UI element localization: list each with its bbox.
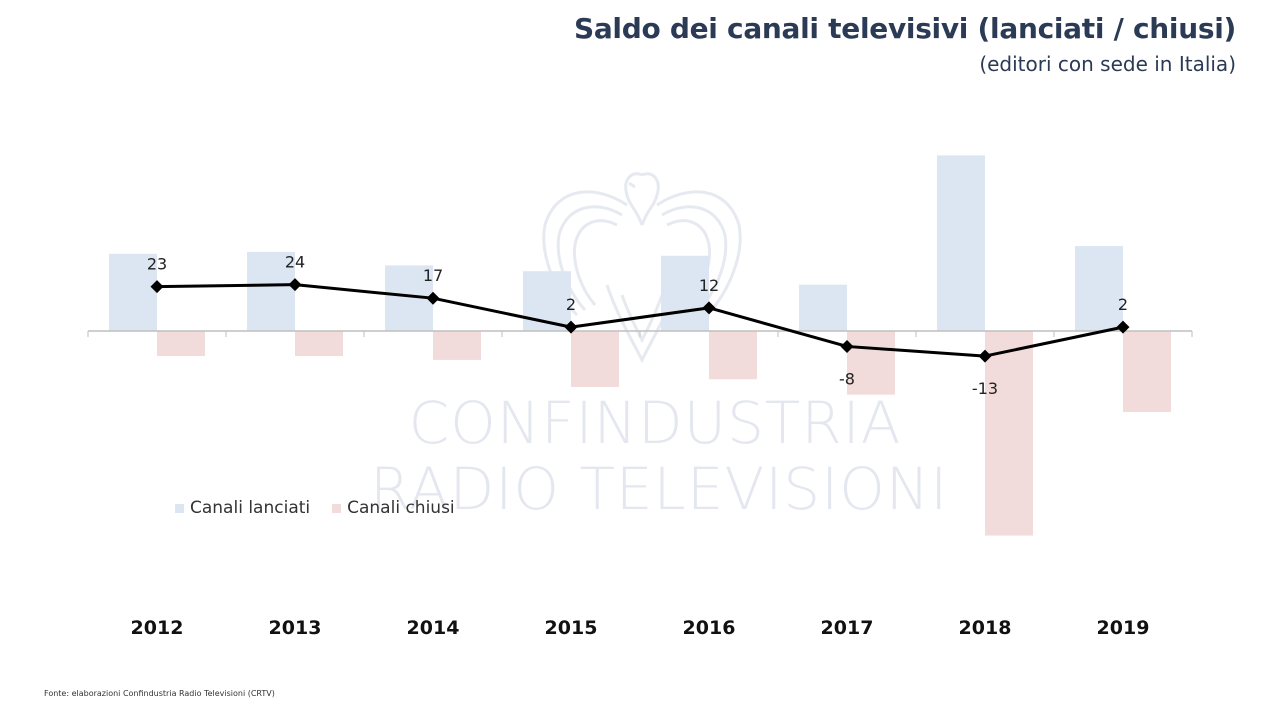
- balance-point-2015: [564, 320, 578, 334]
- balance-point-2016: [702, 301, 716, 315]
- watermark: CONFINDUSTRIA RADIO TELEVISIONI: [370, 389, 949, 523]
- bar-closed-2019: [1123, 331, 1171, 413]
- category-label-2014: 2014: [407, 617, 460, 639]
- data-label-2014: 17: [423, 266, 443, 285]
- watermark-line-1: CONFINDUSTRIA: [408, 389, 902, 457]
- watermark-line-2: RADIO TELEVISIONI: [370, 455, 949, 523]
- bar-launched-2013: [247, 251, 295, 331]
- balance-point-2012: [150, 280, 164, 294]
- legend-label-closed: Canali chiusi: [347, 498, 455, 518]
- legend-label-launched: Canali lanciati: [190, 498, 311, 518]
- bar-launched-2018: [937, 155, 985, 331]
- legend: Canali lanciati Canali chiusi: [175, 498, 455, 518]
- data-label-2016: 12: [699, 276, 719, 295]
- balance-line: [156, 283, 1124, 358]
- bar-closed-2015: [571, 331, 619, 387]
- bar-launched-2016: [661, 255, 709, 331]
- balance-point-2019: [1116, 320, 1130, 334]
- data-label-2017: -8: [839, 369, 855, 388]
- source-note: Fonte: elaborazioni Confindustria Radio …: [44, 689, 275, 698]
- bar-launched-2019: [1075, 246, 1123, 331]
- bar-closed-2018: [985, 331, 1033, 536]
- category-label-2013: 2013: [269, 617, 322, 639]
- category-label-2019: 2019: [1097, 617, 1150, 639]
- balance-point-2013: [288, 278, 302, 292]
- bar-closed-2017: [847, 331, 895, 395]
- category-label-2017: 2017: [821, 617, 874, 639]
- bar-closed-2014: [433, 331, 481, 360]
- data-label-2013: 24: [285, 253, 305, 272]
- data-label-2015: 2: [566, 295, 576, 314]
- bar-closed-2016: [709, 331, 757, 380]
- category-label-2016: 2016: [683, 617, 736, 639]
- balance-point-2018: [978, 349, 992, 363]
- balance-point-2017: [840, 339, 854, 353]
- legend-item-launched: Canali lanciati: [175, 498, 310, 518]
- category-label-2012: 2012: [131, 617, 184, 639]
- legend-swatch-closed: [332, 503, 342, 513]
- balance-point-2014: [426, 291, 440, 305]
- legend-swatch-launched: [175, 503, 184, 513]
- data-label-2019: 2: [1118, 295, 1128, 314]
- data-label-2012: 23: [147, 255, 167, 274]
- bar-closed-2013: [295, 331, 343, 357]
- category-label-2018: 2018: [959, 617, 1012, 639]
- legend-item-closed: Canali chiusi: [332, 498, 455, 518]
- bar-closed-2012: [157, 331, 205, 357]
- bar-launched-2017: [799, 284, 847, 331]
- page-title: Saldo dei canali televisivi (lanciati / …: [573, 12, 1236, 45]
- bar-launched-2012: [109, 253, 157, 331]
- data-label-2018: -13: [972, 379, 998, 398]
- page-subtitle: (editori con sede in Italia): [979, 52, 1236, 76]
- category-label-2015: 2015: [545, 617, 598, 639]
